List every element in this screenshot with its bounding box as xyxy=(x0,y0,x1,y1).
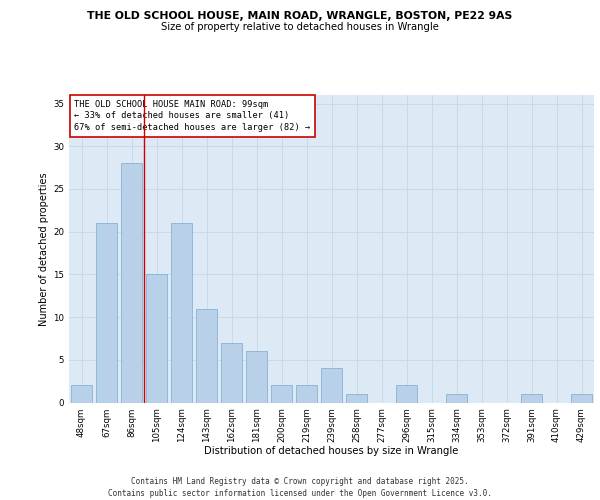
Bar xyxy=(96,223,117,402)
Text: THE OLD SCHOOL HOUSE MAIN ROAD: 99sqm
← 33% of detached houses are smaller (41)
: THE OLD SCHOOL HOUSE MAIN ROAD: 99sqm ← … xyxy=(74,100,311,132)
Bar xyxy=(396,386,417,402)
Bar xyxy=(246,351,267,403)
Bar xyxy=(171,223,192,402)
Bar xyxy=(196,308,217,402)
Bar xyxy=(296,386,317,402)
Bar xyxy=(446,394,467,402)
Y-axis label: Number of detached properties: Number of detached properties xyxy=(39,172,49,326)
Bar xyxy=(71,386,92,402)
Text: THE OLD SCHOOL HOUSE, MAIN ROAD, WRANGLE, BOSTON, PE22 9AS: THE OLD SCHOOL HOUSE, MAIN ROAD, WRANGLE… xyxy=(88,11,512,21)
Text: Contains HM Land Registry data © Crown copyright and database right 2025.
Contai: Contains HM Land Registry data © Crown c… xyxy=(108,478,492,498)
Bar xyxy=(221,342,242,402)
Bar xyxy=(321,368,342,402)
Bar xyxy=(121,164,142,402)
Text: Size of property relative to detached houses in Wrangle: Size of property relative to detached ho… xyxy=(161,22,439,32)
Bar xyxy=(146,274,167,402)
X-axis label: Distribution of detached houses by size in Wrangle: Distribution of detached houses by size … xyxy=(205,446,458,456)
Bar xyxy=(521,394,542,402)
Bar xyxy=(571,394,592,402)
Bar xyxy=(346,394,367,402)
Bar xyxy=(271,386,292,402)
